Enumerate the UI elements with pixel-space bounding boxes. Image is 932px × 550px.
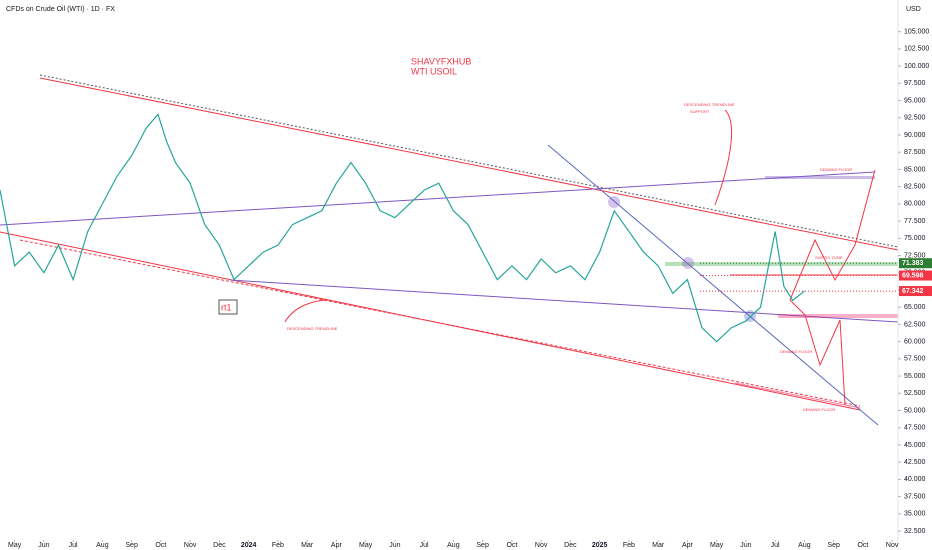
annotation: SUPPORT [690,109,710,114]
y-tick-label: 40.000 [904,476,926,483]
zone [765,176,875,179]
trendline [39,74,899,248]
x-tick-label: Nov [535,542,548,549]
x-tick-label: Apr [682,542,694,549]
projection [789,169,876,301]
y-tick-label: 42.500 [904,459,926,466]
y-tick-label: 97.500 [904,80,926,87]
marker-label: rt1 [221,302,232,312]
x-tick-label: Jun [389,542,400,549]
y-tick-label: 32.500 [904,528,926,535]
annotation: SUPPLY ZONE [815,255,843,260]
y-tick-label: 100.000 [904,63,929,70]
y-tick-label: 55.000 [904,373,926,380]
x-tick-label: May [710,542,724,549]
x-tick-label: Jun [38,542,49,549]
price-line [0,113,805,343]
x-tick-label: Sep [125,542,138,549]
trendlines [0,74,899,426]
callout [284,299,331,323]
projection [789,299,846,406]
x-tick-label: Dec [564,542,577,549]
x-tick-label: Nov [886,542,899,549]
y-tick-label: 87.500 [904,149,926,156]
y-tick-label: 95.000 [904,97,926,104]
annotation: DESCENDING TRENDLINE [287,326,338,331]
x-tick-label: Dec [213,542,226,549]
x-tick-label: Feb [623,542,635,549]
y-tick-label: 105.000 [904,29,929,36]
marker-box [218,299,238,315]
x-tick-label: 2025 [592,542,608,549]
x-tick-label: Aug [798,542,811,549]
trendline [229,279,899,323]
x-tick-label: Jul [771,542,780,549]
y-tick-label: 102.500 [904,46,929,53]
annotation: DEMAND FLOOR [780,349,812,354]
zone [665,262,898,266]
y-tick-label: 35.000 [904,511,926,518]
price-tag-label: 69.598 [902,272,924,279]
y-tick-label: 92.500 [904,115,926,122]
trendline [19,239,861,407]
trendline [547,144,879,426]
x-tick-label: Mar [652,542,665,549]
trendline [39,77,899,251]
x-tick-label: Jul [69,542,78,549]
annotation: DESCENDING TRENDLINE [684,102,735,107]
y-tick-label: 45.000 [904,442,926,449]
price-tag [899,286,932,297]
currency: USD [906,6,921,13]
highlight [608,196,620,208]
x-tick-label: May [359,542,373,549]
watermark: WTI USOIL [411,66,457,76]
highlight [682,257,694,269]
annotation: DEMAND FLOOR [820,167,852,172]
x-tick-label: Feb [272,542,284,549]
x-tick-label: Jul [420,542,429,549]
annotation: DEMAND FLOOR [803,407,835,412]
y-tick-label: 72.500 [904,252,926,259]
x-tick-label: May [8,542,22,549]
x-tick-label: Sep [827,542,840,549]
y-tick-label: 60.000 [904,338,926,345]
x-tick-label: Apr [331,542,343,549]
y-tick-label: 77.500 [904,218,926,225]
x-tick-label: Oct [857,542,868,549]
x-tick-label: Aug [447,542,460,549]
x-tick-label: Oct [155,542,166,549]
x-tick-label: Sep [476,542,489,549]
price-tag-label: 67.342 [902,288,924,295]
y-tick-label: 90.000 [904,132,926,139]
y-tick-label: 75.000 [904,235,926,242]
y-tick-label: 47.500 [904,425,926,432]
y-tick-label: 82.500 [904,184,926,191]
x-tick-label: 2024 [241,542,257,549]
y-tick-label: 37.500 [904,493,926,500]
y-tick-label: 80.000 [904,201,926,208]
watermark: SHAVYFXHUB [411,56,471,66]
y-tick-label: 50.000 [904,407,926,414]
price-tag [899,258,932,269]
x-tick-label: Aug [96,542,109,549]
chart-title: CFDs on Crude Oil (WTI) · 1D · FX [6,6,115,13]
price-tag [899,270,932,281]
trendline [0,171,876,226]
x-tick-label: Oct [506,542,517,549]
zone [734,382,861,409]
y-tick-label: 65.000 [904,304,926,311]
y-tick-label: 85.000 [904,166,926,173]
zone [778,314,898,318]
x-tick-label: Nov [184,542,197,549]
x-tick-label: Mar [301,542,314,549]
highlight [744,310,756,322]
callout [714,109,732,206]
x-tick-label: Jun [740,542,751,549]
y-tick-label: 52.500 [904,390,926,397]
price-tag-label: 71.383 [902,260,924,267]
y-tick-label: 57.500 [904,356,926,363]
y-tick-label: 62.500 [904,321,926,328]
